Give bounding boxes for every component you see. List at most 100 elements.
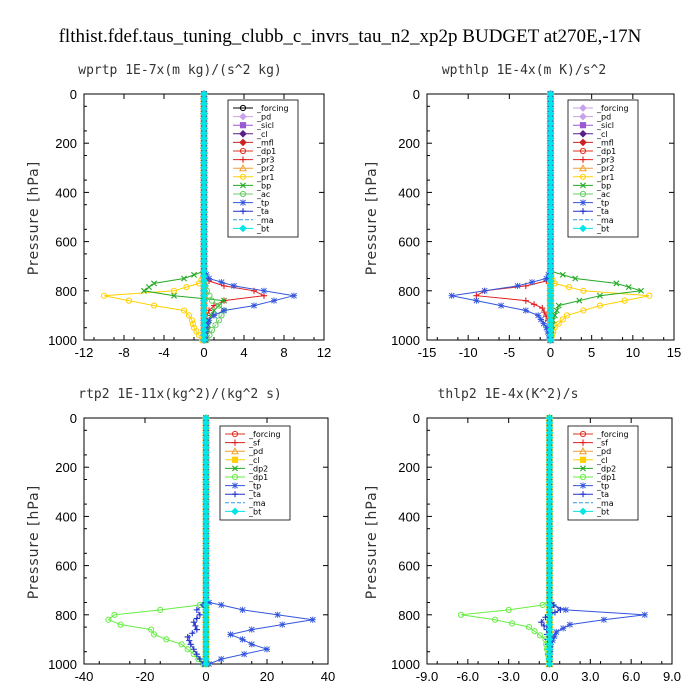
data-point [192,622,199,629]
data-point [309,616,316,623]
data-point [559,316,566,323]
legend-label: _bp [256,181,271,190]
y-tick-label: 0 [413,87,420,102]
y-axis-label: Pressure [hPa] [26,161,42,275]
y-tick-label: 800 [55,608,77,623]
data-point [557,606,564,613]
data-point [195,280,203,287]
data-point [566,621,574,628]
legend-label: _ma [596,216,614,225]
data-point [141,287,147,294]
data-point [580,307,587,314]
legend-label: _mfl [596,138,614,147]
legend-label: _bt [248,507,261,516]
data-point [157,606,164,613]
y-axis-label: Pressure [hPa] [364,485,380,599]
legend-marker [579,122,587,129]
legend-marker [239,208,247,215]
x-tick-label: -10 [459,345,478,360]
data-point [193,651,200,658]
data-point [646,292,653,299]
legend-label: _ma [596,499,614,508]
x-tick-label: 12 [317,345,331,360]
legend-label: _bt [256,224,269,233]
data-point [227,631,234,638]
data-point [184,633,191,641]
data-point [539,601,546,609]
legend-label: _sicl [596,121,614,130]
y-tick-label: 200 [398,136,420,151]
data-point [211,307,217,314]
data-point [178,641,185,648]
legend-marker [579,104,587,112]
series-bt [546,90,555,344]
legend-label: _bp [596,181,611,190]
series-pr1 [100,90,208,344]
data-point [210,312,218,319]
data-point [202,324,210,331]
data-point [218,601,225,609]
legend-label: _ta [596,207,609,216]
legend-label: _forcing [248,430,281,439]
legend: _forcing_sf_pd_cl_dp2_dp1_tp_ta_ma_bt [219,425,291,521]
legend-marker [239,224,247,233]
legend: _forcing_pd_sicl_cl_mfl_dp1_pr3_pr2_pr1_… [227,99,299,238]
data-point [562,606,569,613]
legend-label: _tp [596,482,609,491]
legend-label: _pd [248,447,263,456]
legend-marker [239,199,247,206]
data-point [508,620,516,627]
legend-label: _forcing [596,104,629,113]
legend-marker [239,122,247,129]
y-tick-label: 800 [398,608,420,623]
legend-marker [579,447,587,455]
data-point [551,633,558,640]
data-point [540,622,548,629]
data-point [541,309,548,316]
legend-marker [579,129,587,138]
data-point [491,616,499,623]
x-tick-label: 5 [588,345,595,360]
series-bt [200,90,208,344]
data-point [260,287,268,294]
data-point [580,287,587,294]
data-point [239,606,246,613]
legend-label: _tp [596,199,609,208]
legend-marker [239,156,247,163]
x-tick-label: 8 [280,345,287,360]
data-point [215,302,223,309]
x-tick-label: -12 [75,345,94,360]
x-tick-label: 40 [321,669,335,684]
y-tick-label: 800 [55,284,77,299]
data-point [290,292,298,299]
data-point [218,279,225,286]
data-point [196,611,203,618]
legend-marker [239,138,247,147]
data-point [205,317,213,324]
data-point [279,621,286,628]
data-point [448,292,455,299]
legend-marker [579,112,587,121]
legend-marker [579,138,587,147]
data-point [596,292,603,299]
legend-marker [579,491,587,498]
legend-label: _dp2 [596,464,616,473]
legend-marker [580,182,586,189]
x-tick-label: -40 [75,669,94,684]
series-tp [448,90,554,344]
data-point [215,317,223,324]
legend-label: _bt [596,224,609,233]
legend-label: _dp1 [256,147,276,156]
data-point [572,275,579,282]
data-point [274,611,281,618]
y-tick-label: 1000 [391,333,420,348]
legend-marker [579,430,587,438]
data-point [505,606,512,613]
data-point [184,646,191,653]
data-point [187,641,194,648]
x-tick-label: -8 [118,345,130,360]
data-point [193,606,200,613]
x-tick-label: 0 [547,345,554,360]
legend-label: _pd [256,113,271,122]
